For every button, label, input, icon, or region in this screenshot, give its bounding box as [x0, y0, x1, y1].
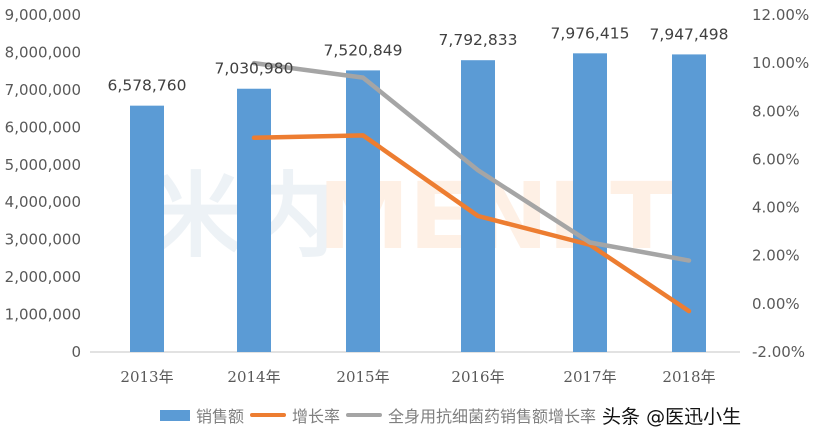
right-axis-tick: 10.00% — [752, 54, 809, 72]
left-axis-tick: 9,000,000 — [5, 6, 81, 24]
right-axis-tick: 12.00% — [752, 6, 809, 24]
bar-value-label: 7,947,498 — [650, 25, 729, 43]
x-axis-tick: 2013年 — [120, 368, 173, 386]
x-axis-tick: 2017年 — [563, 368, 616, 386]
legend: 销售额 增长率 全身用抗细菌药销售额增长率 头条 @医迅小生 — [160, 403, 742, 428]
bar-value-label: 7,792,833 — [439, 31, 518, 49]
bar — [237, 88, 271, 353]
bar-value-label: 7,976,415 — [551, 24, 630, 42]
bar — [346, 70, 380, 352]
right-axis-tick: 4.00% — [752, 199, 800, 217]
left-axis-tick: 3,000,000 — [5, 231, 81, 249]
x-axis-tick: 2018年 — [662, 368, 715, 386]
data-labels: 6,578,760 7,030,980 7,520,849 7,792,833 7,97… — [108, 24, 729, 94]
left-axis-tick: 5,000,000 — [5, 156, 81, 174]
x-axis-tick: 2014年 — [227, 368, 280, 386]
bar — [130, 105, 164, 352]
legend-label: 增长率 — [292, 407, 341, 426]
left-axis-tick: 7,000,000 — [5, 81, 81, 99]
line-antibacterial-growth-rate — [251, 60, 692, 263]
line-series — [251, 60, 692, 314]
legend-label: 销售额 — [196, 407, 245, 426]
legend-item-antibacterial-growth: 全身用抗细菌药销售额增长率 — [346, 403, 596, 427]
legend-label: 全身用抗细菌药销售额增长率 — [388, 407, 597, 426]
bar — [573, 53, 607, 352]
right-axis-tick: 8.00% — [752, 102, 800, 120]
right-axis: -2.00% 0.00% 2.00% 4.00% 6.00% 8.00% 10.00% 12.… — [752, 6, 809, 361]
left-axis-tick: 6,000,000 — [5, 118, 81, 136]
bar-value-label: 7,030,980 — [215, 60, 294, 78]
right-axis-tick: 2.00% — [752, 247, 800, 265]
left-axis-tick: 4,000,000 — [5, 193, 81, 211]
bar-value-label: 7,520,849 — [324, 41, 403, 59]
legend-swatch-line — [250, 413, 287, 417]
x-axis-labels: 2013年 2014年 2015年 2016年 2017年 2018年 — [120, 368, 715, 386]
x-axis-tick: 2016年 — [451, 368, 504, 386]
left-axis-tick: 8,000,000 — [5, 43, 81, 61]
right-axis-tick: -2.00% — [752, 343, 805, 361]
left-axis-tick: 1,000,000 — [5, 306, 81, 324]
right-axis-tick: 0.00% — [752, 295, 800, 313]
source-watermark: 头条 @医迅小生 — [602, 405, 742, 428]
legend-swatch-line — [346, 413, 383, 417]
legend-item-growth: 增长率 — [250, 403, 340, 427]
right-axis-tick: 6.00% — [752, 150, 800, 168]
bar — [672, 54, 706, 353]
legend-swatch-bar — [160, 409, 190, 421]
x-axis-tick: 2015年 — [336, 368, 389, 386]
left-axis-tick: 2,000,000 — [5, 268, 81, 286]
left-axis: 0 1,000,000 2,000,000 3,000,000 4,000,000 5,0… — [5, 6, 81, 361]
line-growth-rate — [251, 133, 692, 314]
legend-item-sales: 销售额 — [160, 403, 244, 427]
bar-value-label: 6,578,760 — [108, 77, 187, 95]
left-axis-tick: 0 — [71, 343, 81, 361]
